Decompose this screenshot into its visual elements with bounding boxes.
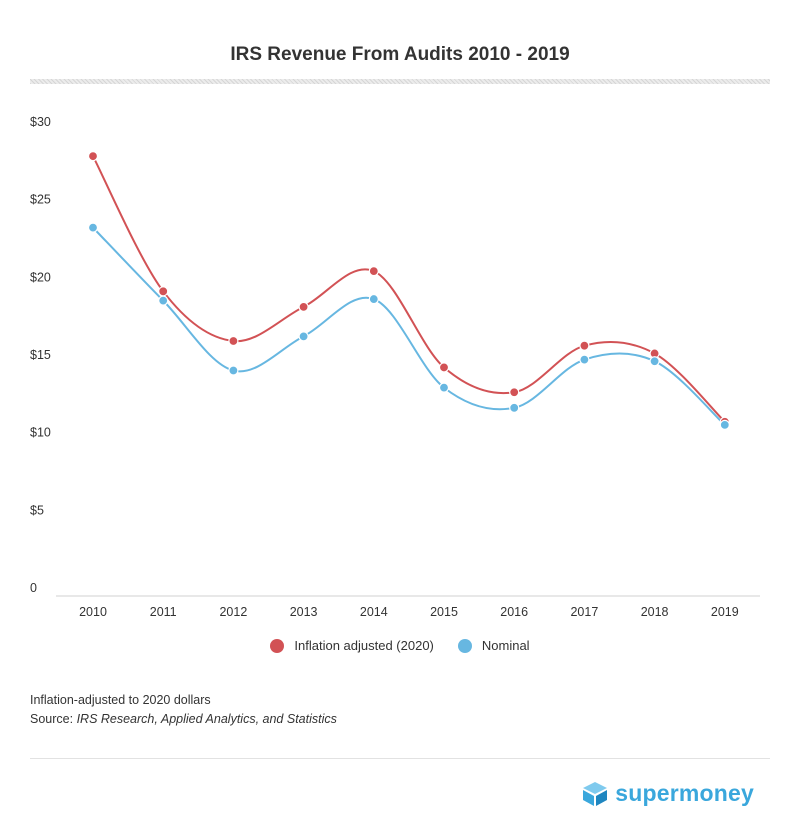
- y-tick-label: $15: [30, 348, 51, 362]
- y-tick-label: 0: [30, 581, 37, 595]
- supermoney-cube-icon: [583, 781, 608, 806]
- x-tick-label: 2013: [290, 605, 318, 619]
- x-tick-label: 2012: [219, 605, 247, 619]
- data-point-inflation-adjusted: [87, 151, 99, 162]
- data-point-nominal: [158, 295, 169, 306]
- y-tick-label: $5: [30, 503, 44, 517]
- y-tick-label: $25: [30, 193, 51, 207]
- legend-swatch-inflation-adjusted: [270, 638, 285, 653]
- data-point-inflation-adjusted: [509, 387, 520, 398]
- data-point-nominal: [649, 356, 660, 367]
- data-point-inflation-adjusted: [228, 335, 239, 347]
- footer-divider: [30, 758, 770, 759]
- x-tick-label: 2014: [360, 605, 388, 619]
- source-label: Source:: [30, 712, 77, 726]
- legend-item-nominal[interactable]: Nominal: [457, 638, 530, 653]
- y-tick-label: $20: [30, 270, 51, 284]
- x-tick-label: 2016: [500, 605, 528, 619]
- series-line-nominal: [92, 226, 726, 426]
- x-tick-label: 2015: [430, 605, 458, 619]
- chart-notes: Inflation-adjusted to 2020 dollars Sourc…: [30, 691, 337, 729]
- data-point-nominal: [579, 354, 590, 365]
- data-point-inflation-adjusted: [368, 266, 379, 277]
- brand-name: supermoney: [615, 780, 754, 806]
- data-point-nominal: [719, 419, 730, 430]
- data-point-nominal: [228, 365, 239, 376]
- data-point-inflation-adjusted: [438, 362, 450, 373]
- x-tick-label: 2018: [641, 605, 669, 619]
- title-divider: [30, 79, 770, 84]
- source-text: IRS Research, Applied Analytics, and Sta…: [76, 712, 337, 726]
- chart-legend: Inflation adjusted (2020) Nominal: [0, 638, 800, 653]
- legend-item-inflation-adjusted[interactable]: Inflation adjusted (2020): [270, 638, 434, 653]
- legend-swatch-nominal: [457, 638, 472, 653]
- data-point-nominal: [438, 382, 450, 393]
- data-point-nominal: [87, 222, 99, 233]
- source-line: Source: IRS Research, Applied Analytics,…: [30, 710, 337, 729]
- series-line-inflation-adjusted: [92, 155, 726, 423]
- supermoney-logo[interactable]: supermoney: [581, 780, 754, 807]
- data-point-inflation-adjusted: [579, 340, 590, 351]
- x-tick-label: 2011: [150, 605, 177, 619]
- data-point-nominal: [298, 331, 309, 342]
- legend-label-nominal: Nominal: [481, 638, 530, 653]
- x-tick-label: 2019: [711, 605, 739, 619]
- data-point-inflation-adjusted: [158, 286, 169, 297]
- x-tick-label: 2017: [570, 605, 598, 619]
- data-point-inflation-adjusted: [298, 301, 309, 312]
- legend-label-inflation-adjusted: Inflation adjusted (2020): [294, 638, 434, 653]
- chart-title: IRS Revenue From Audits 2010 - 2019: [230, 44, 570, 65]
- y-tick-label: $30: [30, 115, 51, 129]
- line-chart: 0 $5 $10 $15 $20 $25 $30 2010 2011 2012 2013 2014 20…: [30, 115, 760, 619]
- inflation-note: Inflation-adjusted to 2020 dollars: [30, 693, 211, 707]
- data-point-nominal: [509, 402, 520, 413]
- x-tick-label: 2010: [79, 605, 107, 619]
- y-tick-label: $10: [30, 426, 51, 440]
- data-point-nominal: [368, 293, 379, 305]
